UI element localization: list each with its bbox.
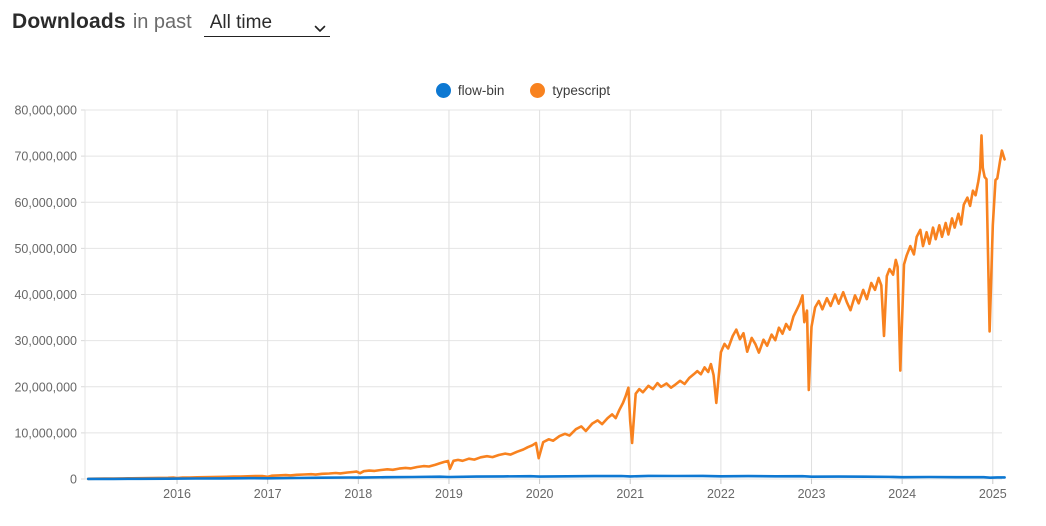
y-axis-label: 60,000,000 bbox=[14, 196, 77, 210]
y-axis-label: 20,000,000 bbox=[14, 380, 77, 394]
y-axis-label: 0 bbox=[70, 473, 77, 487]
legend-label: flow-bin bbox=[457, 83, 505, 98]
legend-dot-icon bbox=[435, 83, 451, 98]
x-axis-label: 2025 bbox=[979, 487, 1007, 501]
x-axis-label: 2023 bbox=[798, 487, 826, 501]
axis-labels: 0 10,000,000 20,000,000 30,000,000 40,000,00… bbox=[14, 104, 1006, 502]
y-axis-label: 70,000,000 bbox=[14, 150, 77, 164]
x-axis-label: 2021 bbox=[616, 487, 644, 501]
time-range-select-wrap: All time bbox=[203, 11, 330, 37]
x-axis-label: 2019 bbox=[435, 487, 463, 501]
chart-grid bbox=[81, 109, 1002, 484]
legend-label: typescript bbox=[552, 83, 611, 98]
downloads-chart[interactable]: 0 10,000,000 20,000,000 30,000,000 40,000,00… bbox=[0, 100, 1046, 520]
time-range-select[interactable]: All time bbox=[203, 11, 330, 36]
title-in-past: in past bbox=[132, 11, 192, 33]
series-line-typescript bbox=[86, 134, 1006, 481]
x-axis-label: 2016 bbox=[163, 487, 191, 501]
legend-item-typescript[interactable]: typescript bbox=[530, 83, 610, 98]
chart-legend: flow-bin typescript bbox=[0, 83, 1046, 98]
y-axis-label: 50,000,000 bbox=[14, 242, 77, 256]
y-axis-label: 40,000,000 bbox=[14, 288, 77, 302]
y-axis-label: 80,000,000 bbox=[14, 104, 77, 118]
legend-dot-icon bbox=[530, 83, 546, 98]
y-axis-label: 30,000,000 bbox=[14, 334, 77, 348]
legend-item-flow-bin[interactable]: flow-bin bbox=[435, 83, 505, 98]
x-axis-label: 2020 bbox=[526, 487, 554, 501]
x-axis-label: 2024 bbox=[888, 487, 916, 501]
series-line-flow-bin bbox=[86, 474, 1006, 481]
x-axis-label: 2022 bbox=[707, 487, 735, 501]
x-axis-label: 2017 bbox=[254, 487, 282, 501]
y-axis-label: 10,000,000 bbox=[14, 426, 77, 440]
title-downloads: Downloads bbox=[12, 10, 126, 33]
page-title: Downloads in past All time bbox=[12, 10, 330, 37]
x-axis-label: 2018 bbox=[344, 487, 372, 501]
